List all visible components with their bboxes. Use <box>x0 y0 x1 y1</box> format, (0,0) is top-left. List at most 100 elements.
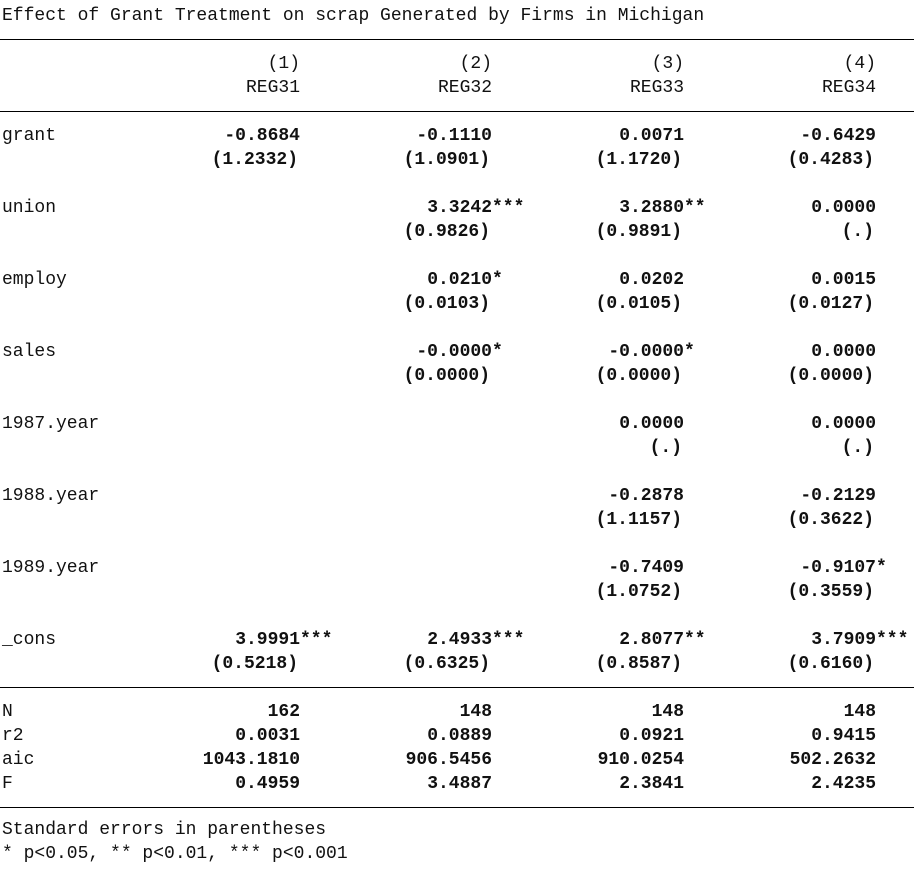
stats-rule <box>0 687 914 688</box>
coefficient-value: 0.0000 <box>811 342 876 362</box>
stat-value: 162 <box>267 702 300 722</box>
coefficient-value: 0.0000 <box>811 414 876 434</box>
significance-stars: *** <box>492 630 525 650</box>
stat-value: 148 <box>459 702 492 722</box>
row-label: 1987.year <box>2 414 100 434</box>
coefficient-value: 3.3242 <box>427 198 492 218</box>
coefficient-value: 0.0000 <box>619 414 684 434</box>
coefficient-cell: 3.9991 *** <box>40 628 332 652</box>
standard-error: (0.4283) <box>787 150 874 170</box>
coefficient-cell: 0.0000 <box>616 412 876 436</box>
standard-error: (0.3622) <box>787 510 874 530</box>
coefficient-value: 3.7909 <box>811 630 876 650</box>
row-label: employ <box>2 270 67 290</box>
row-label: grant <box>2 126 57 146</box>
coefficient-value: -0.8684 <box>224 126 300 146</box>
coefficient-cell: 0.0071 <box>424 124 684 148</box>
coefficient-value: -0.6429 <box>800 126 876 146</box>
standard-error: (.) <box>649 438 682 458</box>
column-name: REG32 <box>437 78 492 98</box>
significance-stars: * <box>876 558 887 578</box>
coefficient-cell: 0.0000 <box>424 412 684 436</box>
standard-error: (1.2332) <box>211 150 298 170</box>
coefficient-cell: -0.1110 <box>232 124 492 148</box>
coefficient-cell: 0.0000 <box>616 196 876 220</box>
standard-error: (.) <box>841 222 874 242</box>
standard-error: (1.0901) <box>403 150 490 170</box>
coefficient-value: 0.0071 <box>619 126 684 146</box>
standard-error: (0.0000) <box>787 366 874 386</box>
coefficient-cell: 0.0000 <box>616 340 876 364</box>
stat-value: 906.5456 <box>405 750 492 770</box>
stat-value: 2.4235 <box>811 774 876 794</box>
coefficient-cell: -0.8684 <box>40 124 300 148</box>
column-number: (2) <box>459 54 492 74</box>
standard-error: (1.1157) <box>595 510 682 530</box>
standard-error: (0.6160) <box>787 654 874 674</box>
stat-value: 502.2632 <box>789 750 876 770</box>
coefficient-cell: 2.4933 *** <box>232 628 524 652</box>
significance-stars: *** <box>492 198 525 218</box>
standard-error: (0.0000) <box>595 366 682 386</box>
stat-value: 148 <box>843 702 876 722</box>
coefficient-cell: 0.0202 <box>424 268 684 292</box>
coefficient-value: 3.2880 <box>619 198 684 218</box>
standard-error: (1.1720) <box>595 150 682 170</box>
standard-error: (1.0752) <box>595 582 682 602</box>
coefficient-cell: 3.3242 *** <box>232 196 524 220</box>
stat-label: r2 <box>2 726 24 746</box>
coefficient-value: 0.0000 <box>811 198 876 218</box>
coefficient-value: 3.9991 <box>235 630 300 650</box>
coefficient-cell: -0.7409 <box>424 556 684 580</box>
note-significance: * p<0.05, ** p<0.01, *** p<0.001 <box>2 844 348 864</box>
significance-stars: * <box>492 270 503 290</box>
coefficient-value: 0.0015 <box>811 270 876 290</box>
stat-label: aic <box>2 750 35 770</box>
column-number: (1) <box>267 54 300 74</box>
coefficient-value: 2.4933 <box>427 630 492 650</box>
coefficient-value: -0.9107 <box>800 558 876 578</box>
coefficient-cell: 0.0015 <box>616 268 876 292</box>
significance-stars: ** <box>684 630 706 650</box>
header-rule <box>0 111 914 112</box>
significance-stars: *** <box>300 630 333 650</box>
standard-error: (0.3559) <box>787 582 874 602</box>
stat-label: F <box>2 774 13 794</box>
column-number: (3) <box>651 54 684 74</box>
significance-stars: *** <box>876 630 909 650</box>
coefficient-cell: 2.8077 ** <box>424 628 705 652</box>
stat-value: 0.9415 <box>811 726 876 746</box>
standard-error: (0.8587) <box>595 654 682 674</box>
coefficient-value: -0.0000 <box>416 342 492 362</box>
coefficient-value: -0.7409 <box>608 558 684 578</box>
standard-error: (.) <box>841 438 874 458</box>
coefficient-value: -0.2129 <box>800 486 876 506</box>
standard-error: (0.5218) <box>211 654 298 674</box>
stat-value: 2.3841 <box>619 774 684 794</box>
standard-error: (0.0105) <box>595 294 682 314</box>
coefficient-cell: 3.7909 *** <box>616 628 908 652</box>
coefficient-value: -0.1110 <box>416 126 492 146</box>
column-number: (4) <box>843 54 876 74</box>
coefficient-value: -0.2878 <box>608 486 684 506</box>
coefficient-value: 0.0202 <box>619 270 684 290</box>
coefficient-value: -0.0000 <box>608 342 684 362</box>
column-name: REG34 <box>821 78 876 98</box>
stat-value: 0.0921 <box>619 726 684 746</box>
row-label: _cons <box>2 630 57 650</box>
coefficient-cell: -0.9107 * <box>616 556 886 580</box>
stat-value: 0.0031 <box>235 726 300 746</box>
row-label: union <box>2 198 57 218</box>
bottom-rule <box>0 807 914 808</box>
row-label: sales <box>2 342 57 362</box>
stat-value: 1043.1810 <box>202 750 300 770</box>
column-name: REG33 <box>629 78 684 98</box>
coefficient-cell: -0.6429 <box>616 124 876 148</box>
standard-error: (0.0000) <box>403 366 490 386</box>
standard-error: (0.9891) <box>595 222 682 242</box>
coefficient-cell: -0.2129 <box>616 484 876 508</box>
coefficient-cell: -0.2878 <box>424 484 684 508</box>
column-name: REG31 <box>245 78 300 98</box>
standard-error: (0.0103) <box>403 294 490 314</box>
coefficient-cell: -0.0000 * <box>232 340 502 364</box>
